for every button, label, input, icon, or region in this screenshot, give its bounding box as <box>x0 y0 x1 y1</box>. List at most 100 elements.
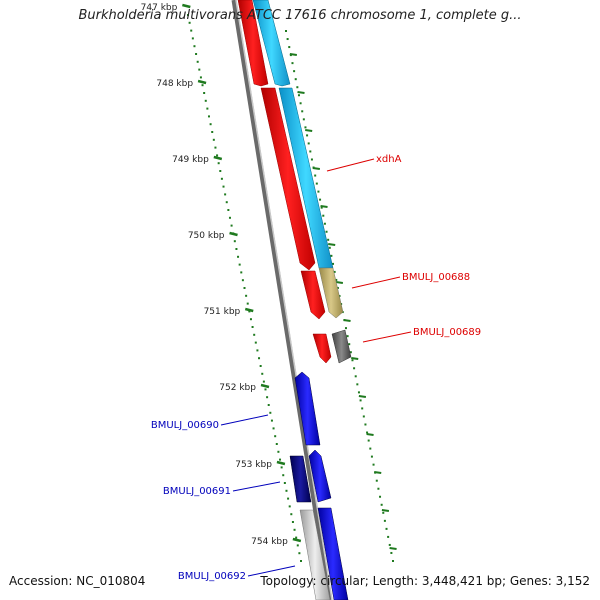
gene-cyan-1[interactable] <box>252 0 291 87</box>
ruler-dot <box>301 110 304 113</box>
gene-label[interactable]: xdhA <box>376 154 402 165</box>
ruler-minor-tick <box>351 357 359 360</box>
ruler-dot <box>307 142 310 145</box>
ruler-minor-tick <box>297 91 305 94</box>
ruler-dot <box>327 238 330 241</box>
ruler-dot <box>302 118 305 121</box>
gene-BMULJ_00690[interactable] <box>294 371 321 446</box>
ruler-major-tick <box>260 383 270 389</box>
ruler-dot <box>348 343 351 346</box>
ruler-dot <box>328 246 331 249</box>
ruler-major-tick <box>292 537 302 543</box>
ruler-dot <box>188 21 191 24</box>
ruler-major-tick <box>213 155 223 161</box>
ruler-dot <box>392 560 394 562</box>
ruler-dot <box>320 206 323 209</box>
ruler-dot <box>291 62 294 65</box>
ruler-dot <box>314 174 317 177</box>
gene-label[interactable]: BMULJ_00688 <box>402 272 470 283</box>
ruler-dot <box>300 560 302 562</box>
ruler-dot <box>295 536 298 539</box>
ruler-dot <box>380 503 383 506</box>
ruler-dot <box>319 198 322 201</box>
ruler-dot <box>249 318 252 321</box>
gene-BMULJ_00689[interactable] <box>331 329 352 364</box>
ruler-minor-tick <box>366 433 374 436</box>
ruler-dot <box>286 38 289 41</box>
ruler-dot <box>270 419 273 422</box>
gene-red-3[interactable] <box>300 270 326 320</box>
gene-track-reverse <box>237 0 332 600</box>
ruler-dot <box>354 375 357 378</box>
ruler-dot <box>390 551 393 554</box>
ruler-dot <box>201 84 204 87</box>
ruler-dot <box>198 68 201 71</box>
ruler-dot <box>199 76 202 79</box>
ruler-dot <box>190 29 193 32</box>
gene-label[interactable]: BMULJ_00690 <box>151 420 219 431</box>
ruler-dot <box>387 535 390 538</box>
ruler-dot <box>191 37 194 40</box>
ruler-minor-tick <box>320 205 328 208</box>
ruler-dot <box>285 30 287 32</box>
ruler-dot <box>207 115 210 118</box>
gene-red-4[interactable] <box>312 333 332 364</box>
ruler-dot <box>279 458 282 461</box>
ruler-minor-tick <box>335 281 344 284</box>
ruler-dot <box>349 351 352 354</box>
ruler-dot <box>315 182 318 185</box>
gene-label-leader <box>232 481 281 492</box>
gene-blue-right-2[interactable] <box>317 507 349 600</box>
ruler-dot <box>370 455 373 458</box>
genome-stats-label: Topology: circular; Length: 3,448,421 bp… <box>260 574 590 588</box>
ruler-dot <box>243 287 246 289</box>
ruler-dot <box>274 435 277 438</box>
scale-tick-label: 748 kbp <box>156 79 193 89</box>
gene-label-leader <box>326 158 375 172</box>
gene-labels: xdhA BMULJ_00688 BMULJ_00689 BMULJ_00690 BMU… <box>151 154 481 582</box>
gene-label-leader <box>351 276 401 289</box>
gene-xdhB-red[interactable] <box>260 87 316 271</box>
ruler-dot <box>291 521 294 523</box>
ruler-minor-tick <box>289 53 297 56</box>
gene-red-1[interactable] <box>237 0 269 87</box>
ruler-dot <box>219 170 222 172</box>
ruler-dot <box>353 367 356 370</box>
ruler-dot <box>290 513 293 516</box>
gene-label[interactable]: BMULJ_00691 <box>163 486 231 497</box>
ruler-dot <box>203 92 206 94</box>
gene-BMULJ_00692[interactable] <box>299 509 331 600</box>
ruler-dot <box>272 427 275 430</box>
ruler-dot <box>296 544 299 547</box>
page-title: Burkholderia multivorans ATCC 17616 chro… <box>78 8 522 23</box>
ruler-dot <box>187 14 189 16</box>
ruler-dot <box>251 326 254 328</box>
ruler-major-tick <box>197 79 207 85</box>
ruler-dot <box>209 123 212 126</box>
ruler-dot <box>241 279 244 282</box>
ruler-dot <box>377 487 380 490</box>
gene-BMULJ_00691[interactable] <box>289 455 312 503</box>
ruler-dot <box>388 543 391 546</box>
ruler-dot <box>335 278 338 281</box>
ruler-dot <box>330 254 333 257</box>
scale-tick-label: 747 kbp <box>141 3 178 13</box>
gene-blue-right[interactable] <box>308 449 332 503</box>
gene-label-leader <box>220 414 269 426</box>
ruler-major-tick <box>244 307 254 313</box>
ruler-dot <box>275 443 278 445</box>
gene-BMULJ_00688[interactable] <box>318 267 344 319</box>
ruler-dot <box>228 216 231 219</box>
ruler-dot <box>264 388 267 391</box>
ruler-dot <box>294 78 297 81</box>
gene-label[interactable]: BMULJ_00689 <box>413 327 481 338</box>
ruler-dot <box>254 341 257 344</box>
ruler-dot <box>280 466 283 469</box>
gene-label[interactable]: BMULJ_00692 <box>178 571 246 582</box>
scale-ruler: 747 kbp 748 kbp 749 kbp 750 kbp 751 kbp 752 k… <box>141 3 397 562</box>
ruler-dot <box>366 431 369 434</box>
ruler-dot <box>357 391 360 394</box>
ruler-dot <box>369 447 372 450</box>
scale-tick-label: 754 kbp <box>251 537 288 547</box>
ruler-dot <box>214 146 217 149</box>
